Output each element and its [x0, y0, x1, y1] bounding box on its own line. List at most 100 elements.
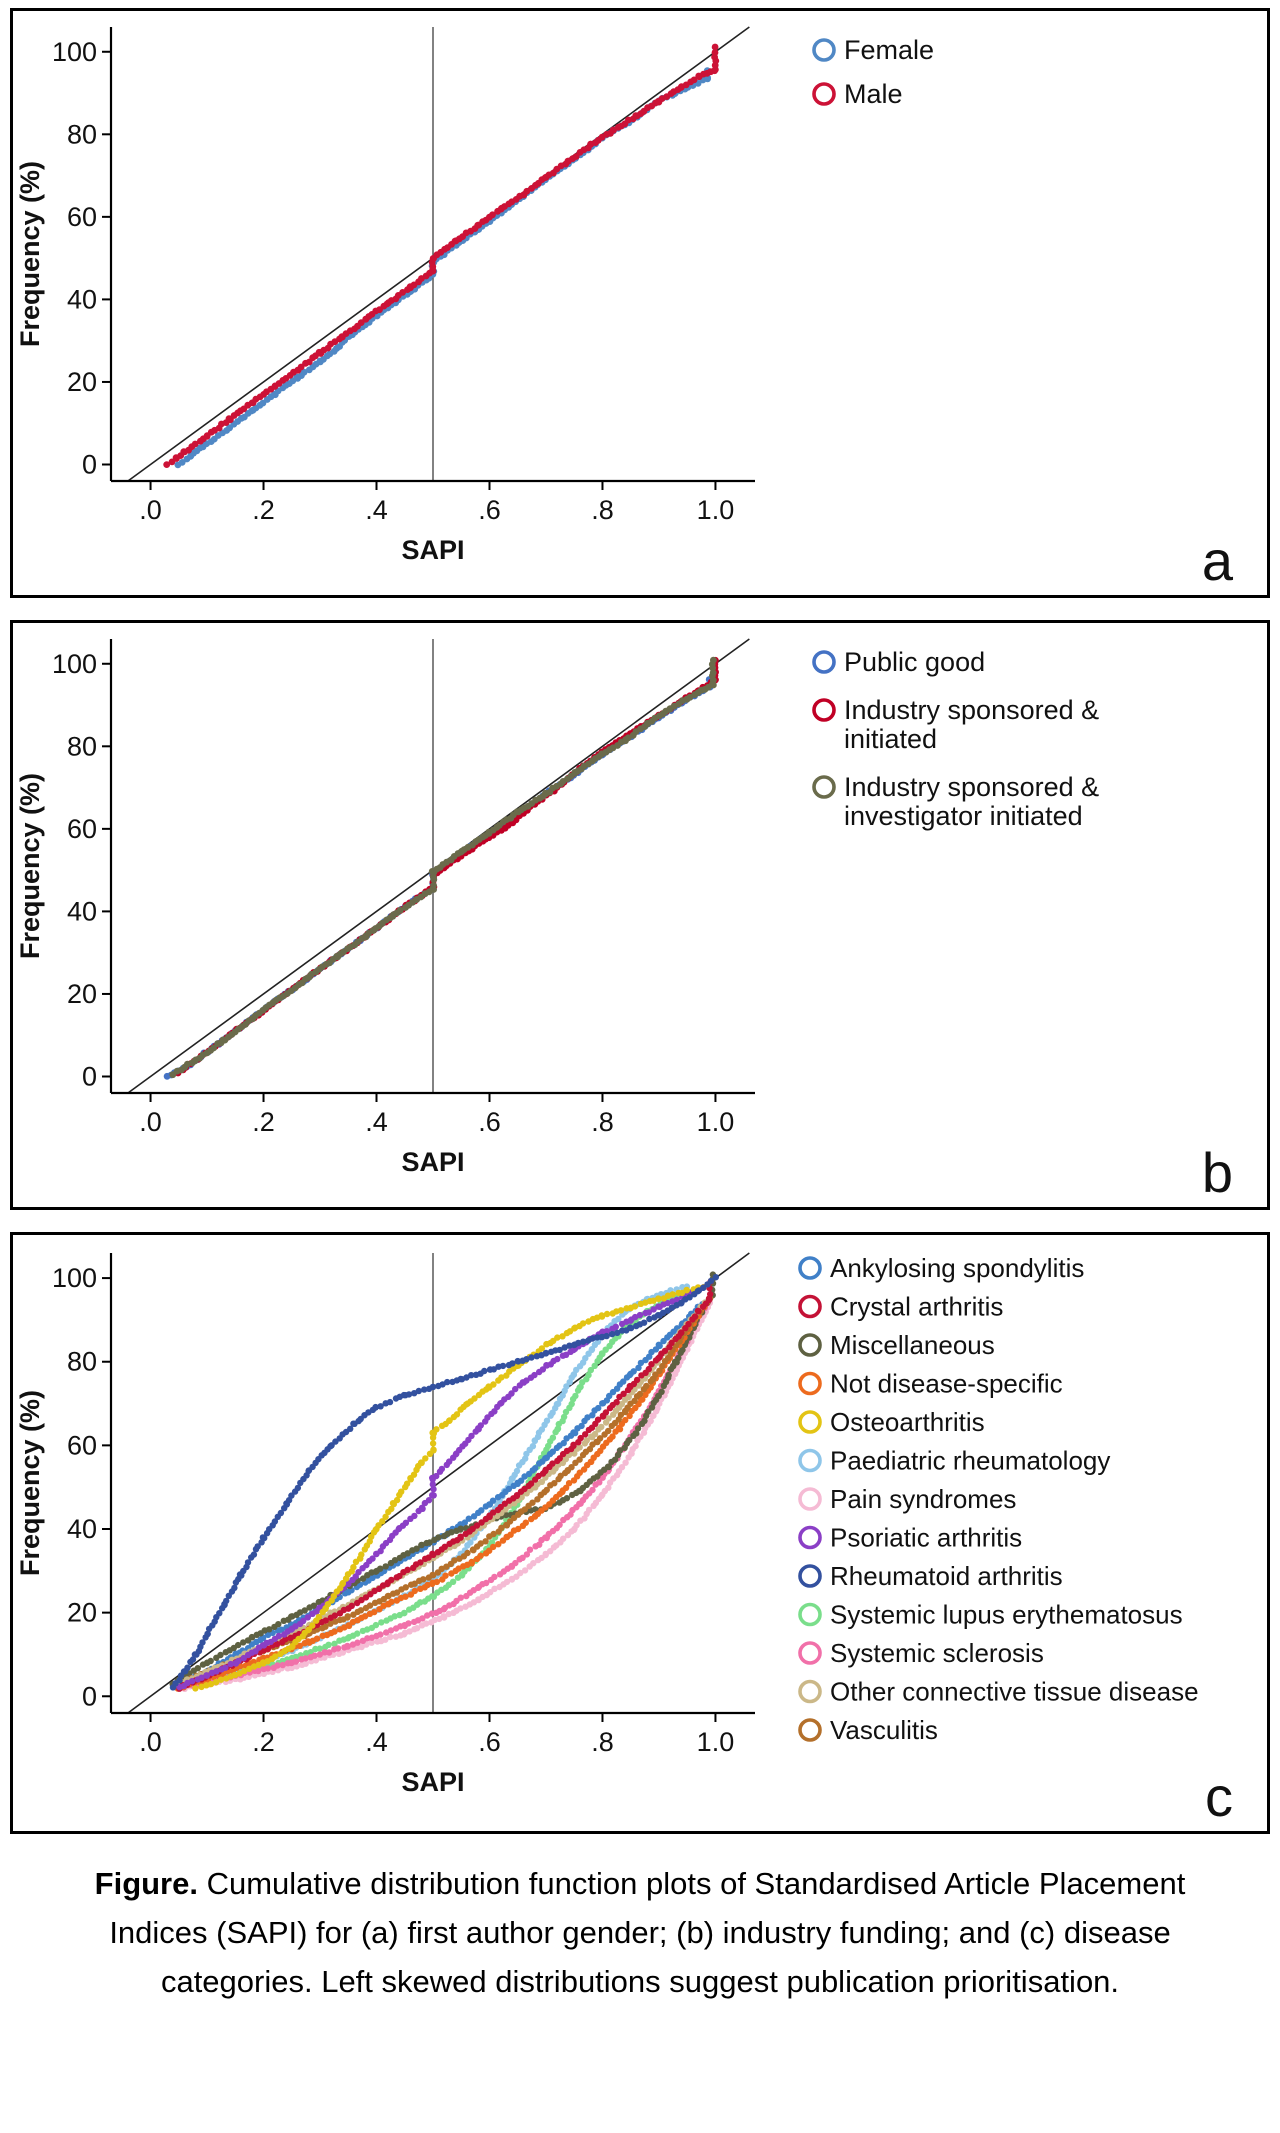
legend-item: Pain syndromes [798, 1484, 1016, 1514]
y-tick-label: 100 [52, 1263, 97, 1293]
legend-label: Other connective tissue disease [830, 1677, 1199, 1707]
series-industry-sponsored-investigator-initiated [169, 656, 717, 1079]
y-tick-label: 20 [67, 367, 97, 397]
cdf-plot-funding: .0 .2 .4 .6 .8 1.0 0 20 40 60 80 100 SAPI Frequency (… [15, 638, 1099, 1177]
legend-label: investigator initiated [844, 801, 1083, 831]
legend-item: Systemic lupus erythematosus [798, 1600, 1183, 1630]
legend-item: Male [812, 79, 903, 109]
diagonal-reference-line [127, 1252, 750, 1714]
legend-marker-icon [798, 1256, 822, 1280]
x-tick-label: .8 [591, 1727, 614, 1757]
y-tick-label: 80 [67, 731, 97, 761]
legend-marker-icon [812, 775, 836, 799]
series-rheumatoid-arthritis [170, 1274, 719, 1691]
legend-item: Osteoarthritis [798, 1407, 985, 1437]
legend-marker-icon [798, 1333, 822, 1357]
legend-label: Systemic lupus erythematosus [830, 1600, 1183, 1630]
x-tick-label: .6 [478, 1107, 501, 1137]
x-tick-label: .4 [365, 1727, 388, 1757]
legend-marker-icon [798, 1718, 822, 1742]
legend-item: Rheumatoid arthritis [798, 1561, 1063, 1591]
x-tick-label: .2 [252, 1107, 275, 1137]
y-axis-label: Frequency (%) [15, 161, 45, 347]
series-vasculitis [175, 1295, 714, 1687]
legend-item: Other connective tissue disease [798, 1677, 1199, 1707]
caption-text: Cumulative distribution function plots o… [109, 1866, 1186, 1999]
y-tick-label: 60 [67, 1430, 97, 1460]
legend-marker-icon [798, 1602, 822, 1627]
series-psoriatic-arthritis [176, 1283, 708, 1691]
x-tick-label: .4 [365, 495, 388, 525]
legend-marker-icon [798, 1410, 822, 1434]
x-tick-label: .0 [139, 1727, 162, 1757]
legend-label: Industry sponsored & [844, 772, 1099, 802]
y-tick-label: 80 [67, 119, 97, 149]
legend-label: Psoriatic arthritis [830, 1523, 1022, 1553]
y-tick-label: 60 [67, 814, 97, 844]
legend-marker-icon [798, 1525, 822, 1550]
legend-label: Paediatric rheumatology [830, 1446, 1110, 1476]
y-tick-label: 0 [82, 1061, 97, 1091]
legend-item: Ankylosing spondylitis [798, 1253, 1084, 1283]
panel-label-b: b [1201, 1141, 1233, 1204]
x-axis-label: SAPI [401, 1147, 464, 1177]
legend-item: Public good [812, 647, 985, 677]
series-crystal-arthritis [176, 1278, 714, 1692]
y-tick-label: 40 [67, 284, 97, 314]
y-axis-label: Frequency (%) [15, 773, 45, 959]
y-tick-label: 20 [67, 979, 97, 1009]
y-tick-label: 40 [67, 1514, 97, 1544]
legend-marker-icon [798, 1371, 822, 1396]
legend-marker-icon [798, 1294, 822, 1319]
x-tick-label: .4 [365, 1107, 388, 1137]
legend-label: Pain syndromes [830, 1484, 1016, 1514]
x-tick-label: .8 [591, 495, 614, 525]
legend-label: Public good [844, 647, 985, 677]
cdf-plot-disease: .0 .2 .4 .6 .8 1.0 0 20 40 60 80 100 SAPI Frequency (… [15, 1252, 1199, 1797]
panel-label-c: c [1205, 1765, 1233, 1828]
y-tick-label: 0 [82, 1681, 97, 1711]
panel-a: .0 .2 .4 .6 .8 1.0 0 20 40 60 80 100 SAPI Frequency (… [10, 8, 1270, 598]
legend-label: Systemic sclerosis [830, 1638, 1044, 1668]
legend-item: Industry sponsored &investigator initiat… [812, 772, 1099, 831]
legend-label: Rheumatoid arthritis [830, 1561, 1063, 1591]
legend-marker-icon [798, 1487, 822, 1511]
y-tick-label: 80 [67, 1347, 97, 1377]
legend-label: initiated [844, 724, 937, 754]
x-tick-label: .2 [252, 495, 275, 525]
y-tick-label: 40 [67, 896, 97, 926]
legend-item: Female [812, 35, 934, 65]
legend-item: Industry sponsored &initiated [812, 695, 1099, 754]
legend-item: Crystal arthritis [798, 1292, 1003, 1322]
y-tick-label: 20 [67, 1598, 97, 1628]
x-tick-label: 1.0 [697, 1727, 735, 1757]
legend-marker-icon [812, 650, 836, 674]
y-tick-label: 100 [52, 37, 97, 67]
legend-marker-icon [812, 38, 836, 62]
x-tick-label: .0 [139, 495, 162, 525]
legend-label: Crystal arthritis [830, 1292, 1003, 1322]
x-tick-label: .2 [252, 1727, 275, 1757]
legend-marker-icon [798, 1641, 822, 1665]
legend-label: Osteoarthritis [830, 1407, 985, 1437]
legend-item: Vasculitis [798, 1715, 938, 1745]
series-ankylosing-spondylitis [169, 1295, 713, 1691]
legend-label: Not disease-specific [830, 1369, 1063, 1399]
x-tick-label: 1.0 [697, 1107, 735, 1137]
series-miscellaneous [169, 1271, 717, 1688]
legend-item: Miscellaneous [798, 1330, 995, 1360]
x-tick-label: 1.0 [697, 495, 735, 525]
figure: .0 .2 .4 .6 .8 1.0 0 20 40 60 80 100 SAPI Frequency (… [10, 8, 1270, 1999]
y-tick-label: 60 [67, 202, 97, 232]
x-axis-label: SAPI [401, 1767, 464, 1797]
panel-c: .0 .2 .4 .6 .8 1.0 0 20 40 60 80 100 SAPI Frequency (… [10, 1232, 1270, 1834]
caption-label: Figure. [94, 1866, 198, 1901]
y-axis-label: Frequency (%) [15, 1390, 45, 1576]
x-tick-label: .0 [139, 1107, 162, 1137]
x-tick-label: .6 [478, 1727, 501, 1757]
legend-item: Not disease-specific [798, 1369, 1063, 1399]
y-tick-label: 100 [52, 649, 97, 679]
legend-label: Female [844, 35, 934, 65]
legend-item: Psoriatic arthritis [798, 1523, 1022, 1553]
legend-label: Vasculitis [830, 1715, 938, 1745]
